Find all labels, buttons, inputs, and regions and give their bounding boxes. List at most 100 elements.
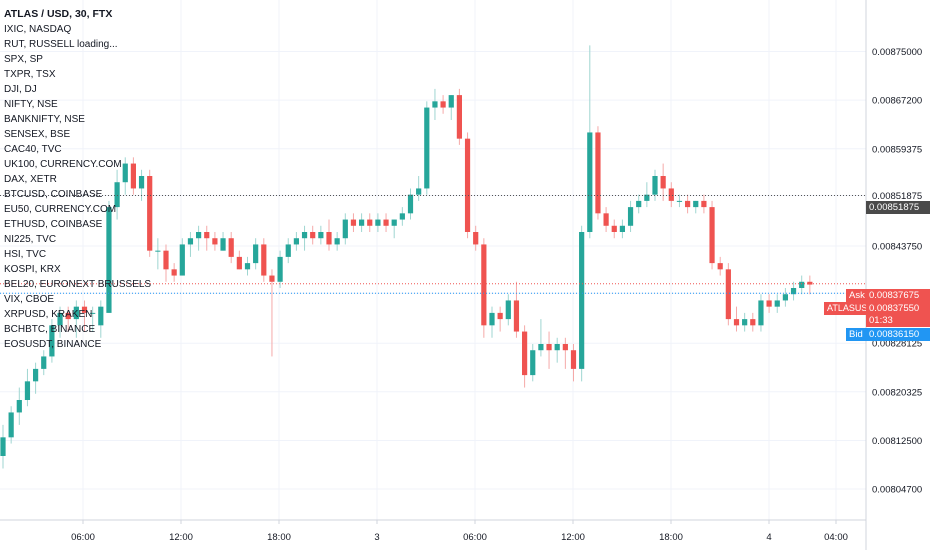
candle-body — [685, 200, 691, 208]
candle-body — [489, 312, 495, 326]
candle-body — [98, 306, 104, 326]
candle-body — [220, 238, 226, 251]
compare-symbol-item[interactable]: SPX, SP — [4, 54, 43, 65]
x-tick-label: 06:00 — [463, 532, 487, 543]
compare-symbol-item[interactable]: BTCUSD, COINBASE — [4, 189, 103, 200]
y-tick-label: 0.00867200 — [872, 96, 922, 107]
candle-body — [505, 300, 511, 320]
x-tick-label: 3 — [374, 532, 379, 543]
candle-body — [383, 219, 389, 226]
x-tick-label: 18:00 — [659, 532, 683, 543]
candle-body — [269, 275, 275, 282]
candle-body — [636, 200, 642, 208]
y-tick-label: 0.00875000 — [872, 47, 922, 58]
compare-symbols-list: IXIC, NASDAQ RUT, RUSSELL loading... SPX, … — [4, 22, 151, 352]
candle-body — [318, 232, 324, 239]
candle-body — [334, 238, 340, 245]
candle-body — [546, 344, 552, 351]
candle-body — [587, 132, 593, 232]
candle-body — [522, 331, 528, 376]
candle-body — [122, 163, 128, 183]
compare-symbol-item[interactable]: SENSEX, BSE — [4, 129, 71, 140]
symbol-overlay: ATLAS / USD, 30, FTX IXIC, NASDAQ RUT, RU… — [4, 7, 151, 352]
candle-body — [725, 269, 731, 320]
compare-symbol-item[interactable]: UK100, CURRENCY.COM — [4, 159, 122, 170]
candle-body — [114, 182, 120, 208]
candle-body — [676, 200, 683, 202]
compare-symbol-item[interactable]: DJI, DJ — [4, 84, 37, 95]
candle-body — [65, 312, 71, 320]
candle-body — [399, 213, 405, 220]
candle-body — [8, 412, 14, 438]
candle-body — [424, 107, 430, 189]
compare-symbol-item[interactable]: KOSPI, KRX — [4, 264, 61, 275]
compare-symbol-item[interactable]: DAX, XETR — [4, 174, 57, 185]
candle-body — [253, 244, 259, 264]
candle-body — [81, 306, 88, 313]
candle-body — [90, 312, 96, 314]
countdown-tag: 01:33 — [866, 314, 930, 327]
compare-symbol-item[interactable]: NI225, TVC — [4, 234, 57, 245]
compare-symbol-item[interactable]: EU50, CURRENCY.COM — [4, 204, 117, 215]
candle-body — [579, 232, 585, 369]
candle-body — [530, 350, 536, 376]
candle-body — [277, 256, 283, 282]
compare-symbol-item[interactable]: CAC40, TVC — [4, 144, 62, 155]
compare-symbol-item[interactable]: HSI, TVC — [4, 249, 47, 260]
compare-symbol-item[interactable]: VIX, CBOE — [4, 294, 55, 305]
candle-body — [440, 101, 446, 108]
candle-body — [33, 368, 39, 382]
y-tick-label: 0.00859375 — [872, 144, 922, 155]
candle-body — [326, 232, 332, 245]
compare-symbol-item[interactable]: BANKNIFTY, NSE — [4, 114, 85, 125]
candle-body — [701, 200, 707, 208]
ask-price-tag: 0.00837675 — [866, 289, 930, 302]
candle-body — [660, 176, 666, 189]
x-axis-ticks: 06:00 12:00 18:00 3 06:00 12:00 18:00 4 04:00 — [71, 520, 848, 543]
candle-body — [285, 244, 291, 257]
y-tick-label: 0.00804700 — [872, 484, 922, 495]
candle-body — [652, 176, 658, 195]
candle-body — [244, 263, 251, 270]
x-tick-label: 12:00 — [169, 532, 193, 543]
compare-symbol-item[interactable]: RUT, RUSSELL loading... — [4, 39, 118, 50]
candle-body — [41, 356, 47, 369]
y-axis-ticks: 0.00875000 0.00867200 0.00859375 0.00851875… — [872, 47, 922, 495]
y-tick-label: 0.00828125 — [872, 339, 922, 350]
candle-body — [228, 238, 234, 257]
candle-body — [24, 381, 31, 400]
candle-body — [359, 219, 365, 226]
candle-body — [562, 344, 568, 351]
crosshair-price-tag: 0.00851875 — [866, 201, 930, 214]
candle-body — [807, 281, 813, 285]
candle-body — [236, 256, 242, 270]
candle-body — [693, 200, 699, 208]
candle-body — [301, 232, 308, 239]
candle-body — [391, 219, 397, 226]
y-tick-label: 0.00812500 — [872, 436, 922, 447]
compare-symbol-item[interactable]: EOSUSDT, BINANCE — [4, 339, 102, 350]
candle-body — [799, 281, 805, 288]
compare-symbol-item[interactable]: TXPR, TSX — [4, 69, 56, 80]
candle-body — [261, 244, 267, 276]
compare-symbol-item[interactable]: ETHUSD, COINBASE — [4, 219, 103, 230]
candle-body — [570, 350, 577, 369]
candles — [0, 45, 813, 469]
candle-body — [497, 312, 503, 320]
candle-body — [595, 132, 601, 214]
bid-price-tag: 0.00836150 — [866, 328, 930, 341]
compare-symbol-item[interactable]: XRPUSD, KRAKEN — [4, 309, 93, 320]
chart-title: ATLAS / USD, 30, FTX — [4, 8, 113, 20]
compare-symbol-item[interactable]: BCHBTC, BINANCE — [4, 324, 96, 335]
x-tick-label: 12:00 — [561, 532, 585, 543]
candle-body — [627, 207, 634, 226]
candle-body — [750, 319, 756, 326]
compare-symbol-item[interactable]: NIFTY, NSE — [4, 99, 58, 110]
candle-body — [196, 232, 202, 239]
compare-symbol-item[interactable]: BEL20, EURONEXT BRUSSELS — [4, 279, 152, 290]
last-price-tag: 0.00837550 — [866, 302, 930, 315]
candle-body — [513, 300, 520, 332]
compare-symbol-item[interactable]: IXIC, NASDAQ — [4, 24, 72, 35]
candle-body — [448, 95, 454, 108]
